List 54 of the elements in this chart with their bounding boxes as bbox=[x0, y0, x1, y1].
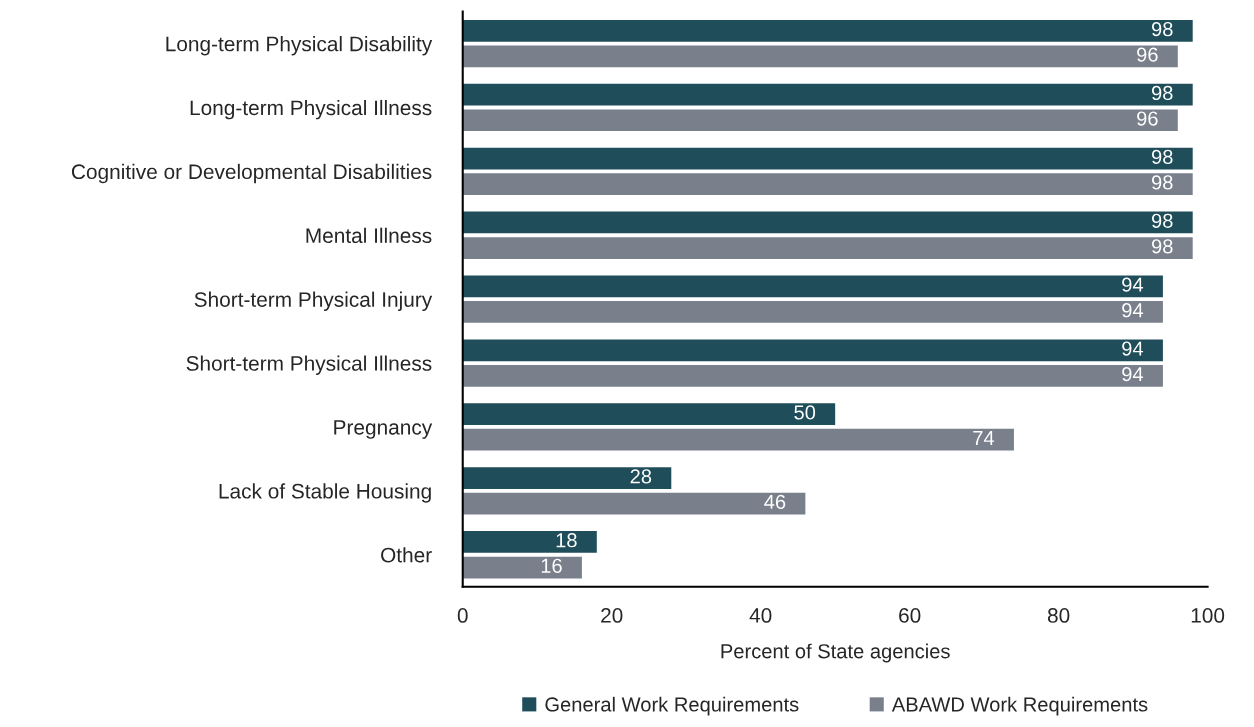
data-label: 98 bbox=[1151, 213, 1173, 228]
data-label: 96 bbox=[1137, 47, 1158, 62]
y-tick-label: Other bbox=[381, 547, 432, 563]
bar bbox=[462, 237, 1193, 259]
bar bbox=[462, 45, 1178, 68]
data-label: 98 bbox=[1151, 21, 1173, 37]
data-label: 94 bbox=[1122, 341, 1144, 356]
bar bbox=[462, 19, 1193, 42]
bar bbox=[462, 211, 1193, 234]
y-tick-label: Short-term Physical Illness bbox=[186, 355, 432, 375]
data-label: 98 bbox=[1151, 239, 1173, 254]
legend-label: ABAWD Work Requirements bbox=[891, 696, 1148, 716]
data-label: 94 bbox=[1122, 303, 1144, 318]
data-label: 96 bbox=[1137, 111, 1158, 126]
data-label: 46 bbox=[764, 494, 786, 510]
y-tick-label: Long-term Physical Disability bbox=[166, 36, 433, 56]
data-label: 50 bbox=[794, 405, 816, 420]
data-label: 94 bbox=[1122, 366, 1144, 382]
data-label: 98 bbox=[1151, 149, 1173, 164]
x-axis-title: Percent of State agencies bbox=[721, 643, 950, 663]
x-tick-label: 20 bbox=[601, 608, 623, 623]
y-tick-label: Short-term Physical Injury bbox=[194, 291, 433, 312]
y-tick-label: Pregnancy bbox=[334, 420, 433, 439]
data-label: 98 bbox=[1151, 175, 1173, 190]
data-label: 98 bbox=[1151, 85, 1173, 101]
data-label: 28 bbox=[630, 469, 652, 484]
bar bbox=[462, 467, 672, 489]
x-tick-label: 0 bbox=[457, 608, 468, 623]
y-tick-label: Mental Illness bbox=[306, 227, 432, 244]
data-label: 94 bbox=[1122, 277, 1144, 292]
bar bbox=[462, 301, 1163, 323]
bar bbox=[462, 173, 1193, 196]
bar bbox=[462, 275, 1163, 298]
bar bbox=[462, 428, 1014, 451]
bar bbox=[462, 531, 597, 553]
bar bbox=[462, 403, 836, 426]
y-tick-label: Lack of Stable Housing bbox=[219, 483, 431, 503]
x-tick-label: 80 bbox=[1047, 608, 1070, 623]
y-tick-label: Cognitive or Developmental Disabilities bbox=[71, 163, 432, 184]
x-tick-label: 60 bbox=[899, 608, 921, 623]
bar bbox=[462, 556, 582, 579]
x-tick-label: 100 bbox=[1191, 608, 1225, 623]
bar bbox=[462, 364, 1163, 387]
bar bbox=[462, 109, 1178, 132]
data-label: 16 bbox=[541, 558, 562, 573]
bar bbox=[462, 492, 806, 515]
data-label: 18 bbox=[556, 533, 577, 548]
bar bbox=[462, 147, 1193, 170]
data-label: 74 bbox=[973, 431, 995, 445]
bar bbox=[462, 339, 1163, 362]
legend-label: General Work Requirements bbox=[545, 696, 799, 716]
x-tick-label: 40 bbox=[749, 608, 772, 623]
y-tick-label: Long-term Physical Illness bbox=[190, 99, 432, 120]
bar bbox=[462, 83, 1193, 106]
